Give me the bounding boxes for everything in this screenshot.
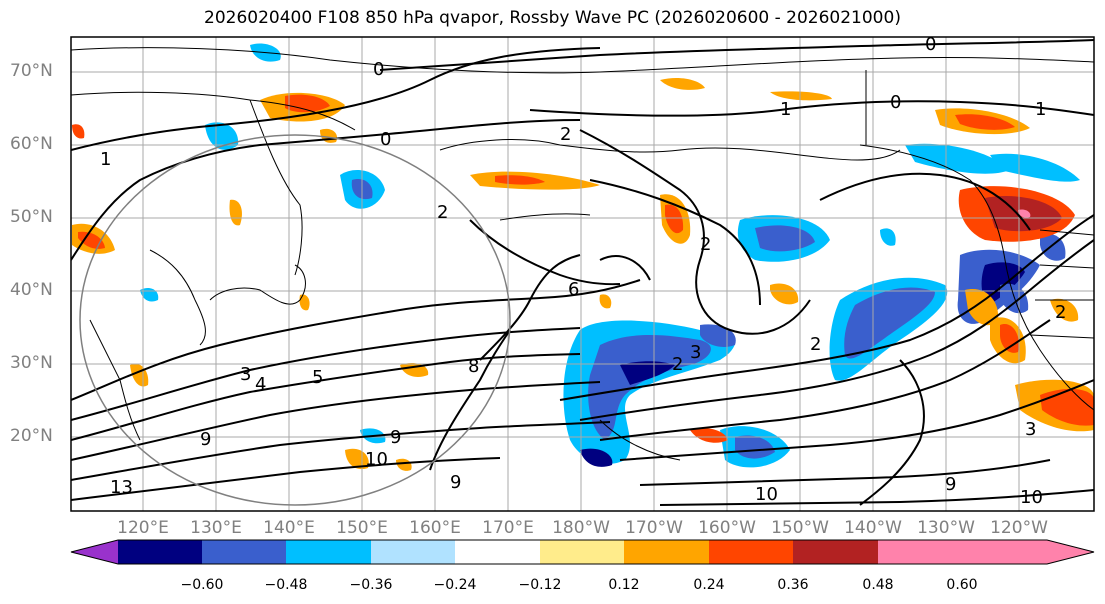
coastlines: [71, 47, 1094, 461]
lon-label: 130°W: [917, 518, 975, 538]
contour-label: 9: [450, 472, 461, 493]
contour-label: 1: [780, 99, 791, 120]
contour-label: 4: [255, 374, 266, 395]
lon-label: 170°E: [482, 518, 534, 538]
lon-label: 130°E: [190, 518, 242, 538]
contour-label: 2: [1055, 302, 1066, 323]
colorbar-tick-label: −0.60: [180, 577, 224, 593]
contour-label: 10: [365, 449, 388, 470]
lon-label: 140°W: [844, 518, 902, 538]
colorbar-swatch: [371, 540, 455, 564]
colorbar-swatch: [286, 540, 371, 564]
contour-label: 5: [312, 367, 323, 388]
contour-label: 10: [755, 484, 778, 505]
rossby-wave-circle: [79, 134, 511, 506]
colorbar: [70, 539, 1095, 565]
lon-label: 160°W: [698, 518, 756, 538]
colorbar-tick-label: −0.24: [433, 577, 477, 593]
contour-label: 2: [810, 334, 821, 355]
contour-label: 2: [560, 124, 571, 145]
lat-label: 40°N: [10, 280, 53, 300]
colorbar-tick-label: −0.48: [264, 577, 308, 593]
colorbar-swatch: [118, 540, 202, 564]
contour-label: 2: [700, 234, 711, 255]
contour-label: 9: [390, 427, 401, 448]
contour-lines: [71, 39, 1094, 506]
lon-label: 120°E: [117, 518, 169, 538]
lat-label: 50°N: [10, 207, 53, 227]
colorbar-swatch: [202, 540, 286, 564]
contour-label: 0: [890, 92, 901, 113]
map-title: 2026020400 F108 850 hPa qvapor, Rossby W…: [204, 8, 901, 28]
colorbar-tick-label: 0.24: [693, 577, 725, 593]
contour-label: 1: [100, 149, 111, 170]
colorbar-tick-label: 0.36: [777, 577, 809, 593]
contour-label: 9: [945, 474, 956, 495]
contour-label: 3: [690, 342, 701, 363]
lat-label: 30°N: [10, 353, 53, 373]
contour-label: 2: [672, 354, 683, 375]
colorbar-extend-min: [71, 540, 118, 564]
lat-label: 20°N: [10, 426, 53, 446]
contour-label: 6: [568, 279, 579, 300]
colorbar-swatch: [793, 540, 878, 564]
colorbar-swatch: [455, 540, 540, 564]
colorbar-extend-max: [962, 540, 1094, 564]
colorbar-swatch: [709, 540, 793, 564]
contour-label: 3: [240, 364, 251, 385]
contour-label-group: 0 0 0 0 1 1 1 2 2 2 2 2 2 3 3 3 4 5 6 8 …: [100, 34, 1066, 508]
contour-label: 8: [468, 356, 479, 377]
lon-label: 150°E: [336, 518, 388, 538]
lon-label: 150°W: [771, 518, 829, 538]
lon-label: 180°W: [552, 518, 610, 538]
contour-label: 1: [1035, 99, 1046, 120]
contour-label: 3: [1025, 419, 1036, 440]
colorbar-tick-label: −0.12: [518, 577, 562, 593]
colorbar-tick-label: 0.60: [946, 577, 978, 593]
colorbar-swatch: [540, 540, 624, 564]
gridlines: [71, 37, 1094, 511]
colorbar-tick-label: 0.48: [862, 577, 894, 593]
contour-label: 0: [373, 59, 384, 80]
colorbar-outline: [70, 539, 1095, 565]
colorbar-swatch: [624, 540, 709, 564]
colorbar-tick-label: 0.12: [608, 577, 640, 593]
colorbar-swatch: [878, 540, 962, 564]
lon-label: 120°W: [990, 518, 1048, 538]
lon-label: 160°E: [409, 518, 461, 538]
lat-label: 60°N: [10, 134, 53, 154]
contour-label: 13: [110, 477, 133, 498]
colorbar-tick-label: −0.36: [349, 577, 393, 593]
contour-label: 2: [437, 202, 448, 223]
plot-frame: [70, 36, 1095, 512]
contour-label: 0: [925, 34, 936, 55]
contour-label: 0: [380, 129, 391, 150]
contour-label: 9: [200, 429, 211, 450]
lon-label: 140°E: [263, 518, 315, 538]
lon-label: 170°W: [625, 518, 683, 538]
lat-label: 70°N: [10, 61, 53, 81]
contour-label: 10: [1020, 487, 1043, 508]
